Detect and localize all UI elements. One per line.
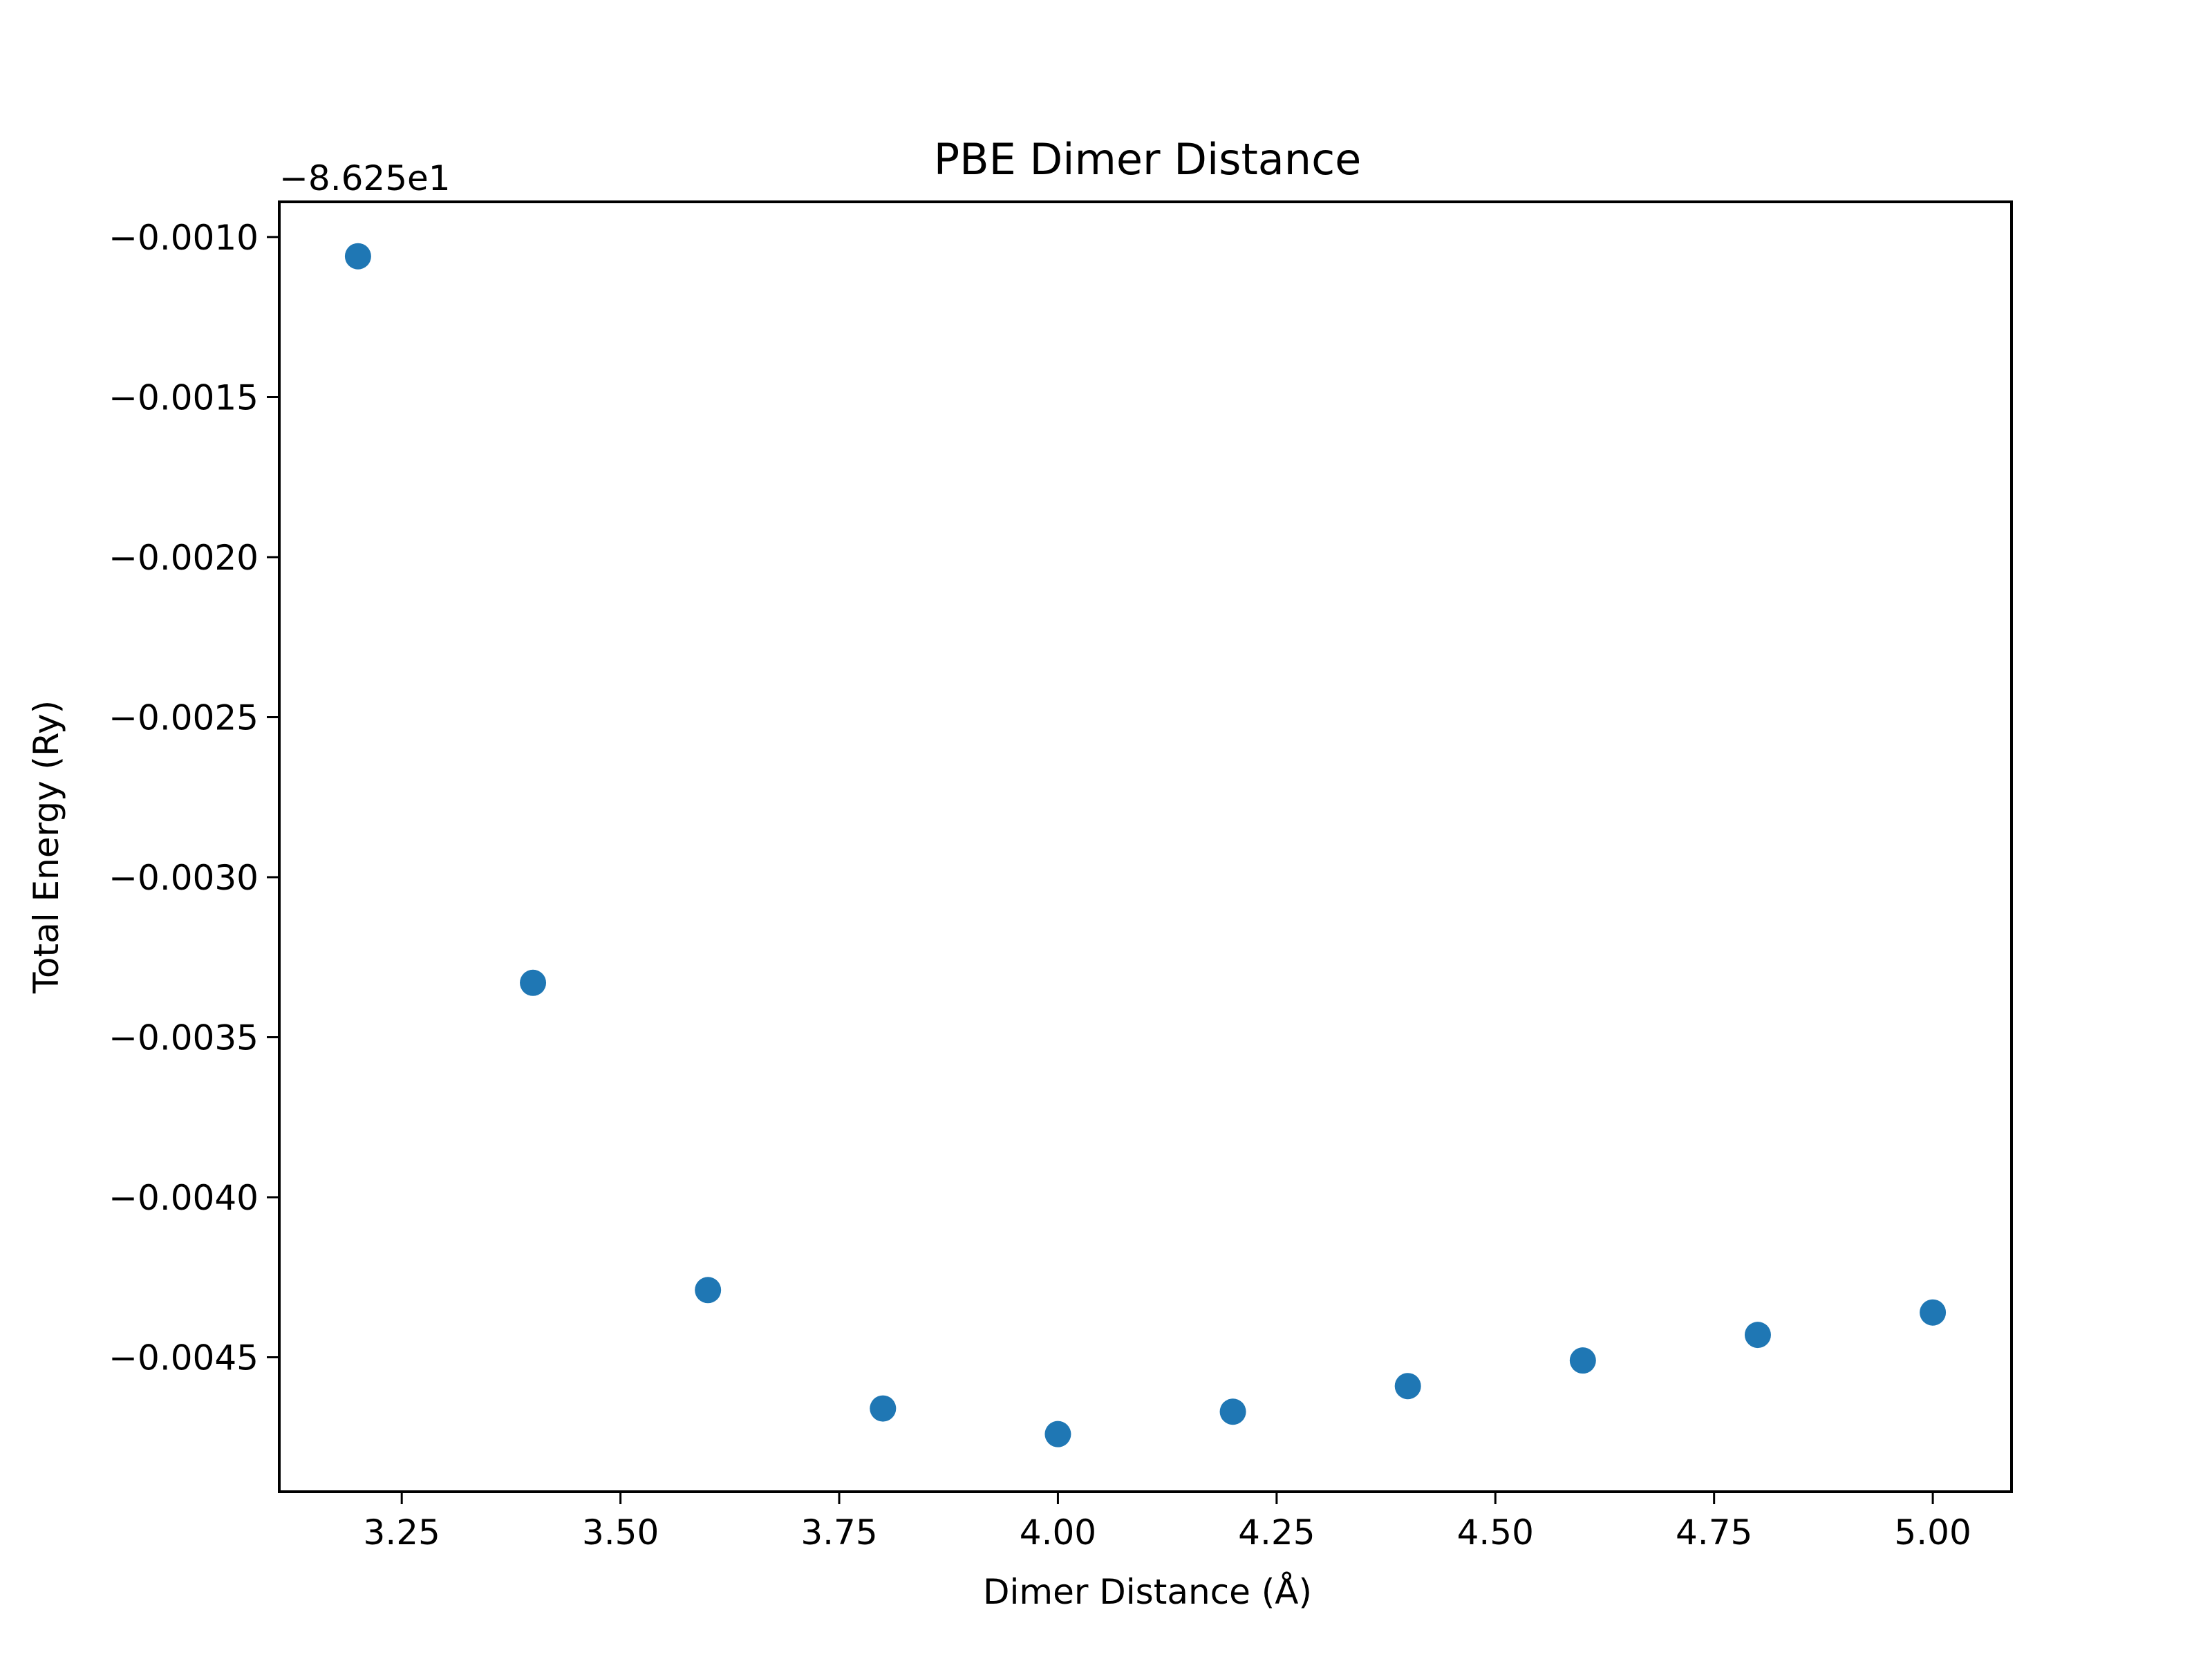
- data-point: [344, 243, 371, 270]
- y-tick-label: −0.0035: [109, 1018, 259, 1058]
- x-tick-label: 4.00: [1020, 1512, 1096, 1553]
- data-point: [1744, 1322, 1771, 1349]
- y-axis-ticks: −0.0010 −0.0015 −0.0020 −0.0025 −0.0030 −0.00…: [109, 218, 279, 1378]
- plot-area-frame: [278, 200, 2013, 1493]
- y-tick-label: −0.0030: [109, 858, 259, 898]
- y-tick-label: −0.0040: [109, 1178, 259, 1218]
- chart-title: PBE Dimer Distance: [934, 134, 1362, 185]
- x-axis-ticks: 3.25 3.50 3.75 4.00 4.25 4.50 4.75 5.00: [364, 1492, 1971, 1553]
- y-offset-label: −8.625e1: [279, 158, 451, 198]
- x-tick-label: 3.50: [582, 1512, 659, 1553]
- y-tick-label: −0.0025: [109, 697, 259, 738]
- y-axis-label: Total Energy (Ry): [26, 700, 66, 994]
- data-point: [870, 1395, 897, 1422]
- data-points: [344, 243, 1947, 1447]
- x-tick-label: 4.50: [1457, 1512, 1534, 1553]
- data-point: [695, 1277, 722, 1304]
- x-tick-label: 3.25: [364, 1512, 440, 1553]
- x-axis-label: Dimer Distance (Å): [983, 1572, 1312, 1612]
- y-tick-label: −0.0010: [109, 218, 259, 258]
- x-tick-label: 3.75: [800, 1512, 877, 1553]
- y-tick-label: −0.0020: [109, 538, 259, 578]
- data-point: [520, 969, 547, 996]
- y-tick-label: −0.0015: [109, 377, 259, 418]
- y-tick-label: −0.0045: [109, 1338, 259, 1378]
- x-tick-label: 4.25: [1238, 1512, 1315, 1553]
- data-point: [1219, 1398, 1246, 1425]
- data-point: [1569, 1347, 1596, 1374]
- data-point: [1920, 1299, 1947, 1326]
- data-point: [1394, 1373, 1421, 1400]
- x-tick-label: 4.75: [1676, 1512, 1752, 1553]
- data-point: [1044, 1421, 1071, 1447]
- x-tick-label: 5.00: [1894, 1512, 1971, 1553]
